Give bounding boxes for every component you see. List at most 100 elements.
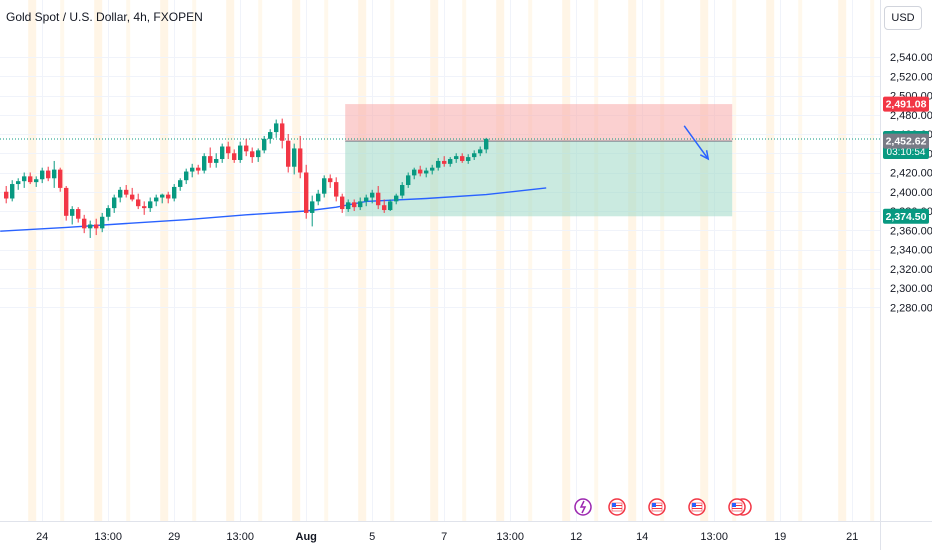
us-event-icon[interactable] (648, 498, 666, 516)
candle (256, 148, 261, 162)
session-band (870, 0, 875, 521)
us-event-icon[interactable] (688, 498, 706, 516)
forecast-arrow[interactable] (683, 125, 710, 161)
candle-body (124, 189, 129, 195)
candle-body (142, 206, 147, 209)
candle (298, 135, 303, 179)
candle-body (394, 195, 399, 202)
candle (286, 134, 291, 173)
candle (58, 167, 63, 192)
session-band (292, 0, 301, 521)
candle (292, 143, 297, 175)
candle-body (16, 181, 21, 185)
price-tick-label: 2,520.00 (890, 71, 932, 83)
price-label-bg (883, 208, 929, 224)
candle-body (166, 194, 171, 199)
candle (430, 164, 435, 175)
candle (448, 157, 453, 167)
candle (382, 199, 387, 213)
price-tick-label: 2,400.00 (890, 187, 932, 199)
session-band (390, 0, 395, 521)
candle (268, 129, 273, 144)
candle-body (442, 160, 447, 164)
candle (148, 197, 153, 212)
take-profit-zone (345, 141, 733, 217)
price-label-text: 2,374.50 (886, 211, 927, 223)
candle-body (100, 216, 105, 229)
candle (358, 197, 363, 211)
candle-body (466, 157, 471, 161)
candle-body (316, 193, 321, 202)
candle-body (310, 201, 315, 213)
candle (124, 185, 129, 198)
candle (82, 214, 87, 234)
us-event-icon[interactable] (728, 498, 752, 516)
session-band (126, 0, 131, 521)
time-tick-label: 21 (846, 531, 858, 543)
flag-canton (652, 503, 656, 507)
grid-lines (0, 0, 880, 521)
candle-body (70, 209, 75, 216)
candle-body (196, 167, 201, 171)
time-tick-label: 7 (441, 531, 447, 543)
candle (220, 143, 225, 163)
us-event-icon[interactable] (608, 498, 626, 516)
candle (100, 212, 105, 233)
candle-body (94, 224, 99, 229)
candle-body (130, 194, 135, 200)
candle (370, 189, 375, 204)
candle (112, 194, 117, 213)
candle-body (376, 192, 381, 206)
candle (202, 153, 207, 174)
candle-body (178, 180, 183, 187)
session-bands (28, 0, 875, 521)
candle (244, 138, 249, 157)
price-labels: 2,491.082,454.8303:10:542,452.622,374.50 (883, 96, 929, 224)
time-tick-label: Aug (296, 531, 317, 543)
candle-body (436, 160, 441, 168)
candle (340, 193, 345, 213)
session-band (628, 0, 637, 521)
session-band (430, 0, 439, 521)
candle (394, 193, 399, 205)
candle-body (358, 201, 363, 208)
candle (142, 201, 147, 215)
candle-body (88, 224, 93, 229)
time-axis[interactable]: 24 13:00 29 13:00 Aug 5 7 13:00 12 14 13:00 19 21 (36, 531, 858, 543)
candle-body (40, 170, 45, 180)
candle (10, 180, 15, 202)
candle (118, 186, 123, 203)
price-label-text: 2,452.62 (886, 136, 927, 148)
candle (346, 199, 351, 212)
candle (388, 199, 393, 211)
session-band (838, 0, 847, 521)
candle-body (412, 169, 417, 176)
candle-body (340, 196, 345, 210)
currency-button[interactable]: USD (884, 6, 922, 30)
session-band (528, 0, 533, 521)
session-band (594, 0, 599, 521)
candle-body (388, 201, 393, 211)
candle (154, 194, 159, 207)
economic-events[interactable] (574, 498, 752, 516)
candle-body (34, 179, 39, 183)
candle-body (418, 169, 423, 174)
candle-body (286, 140, 291, 167)
candle (208, 147, 213, 168)
time-tick-label: 14 (636, 531, 648, 543)
candle (400, 182, 405, 199)
candle-body (4, 191, 9, 199)
candle-body (172, 186, 177, 199)
time-tick-label: 13:00 (700, 531, 728, 543)
earnings-event-icon[interactable] (574, 498, 592, 516)
session-band (798, 0, 803, 521)
candle-body (304, 172, 309, 213)
candle (472, 150, 477, 160)
candle (238, 141, 243, 163)
candle (280, 118, 285, 149)
candle (454, 153, 459, 163)
price-label: 2,452.62 (883, 133, 929, 149)
flag-canton (732, 503, 736, 507)
candle (190, 163, 195, 178)
